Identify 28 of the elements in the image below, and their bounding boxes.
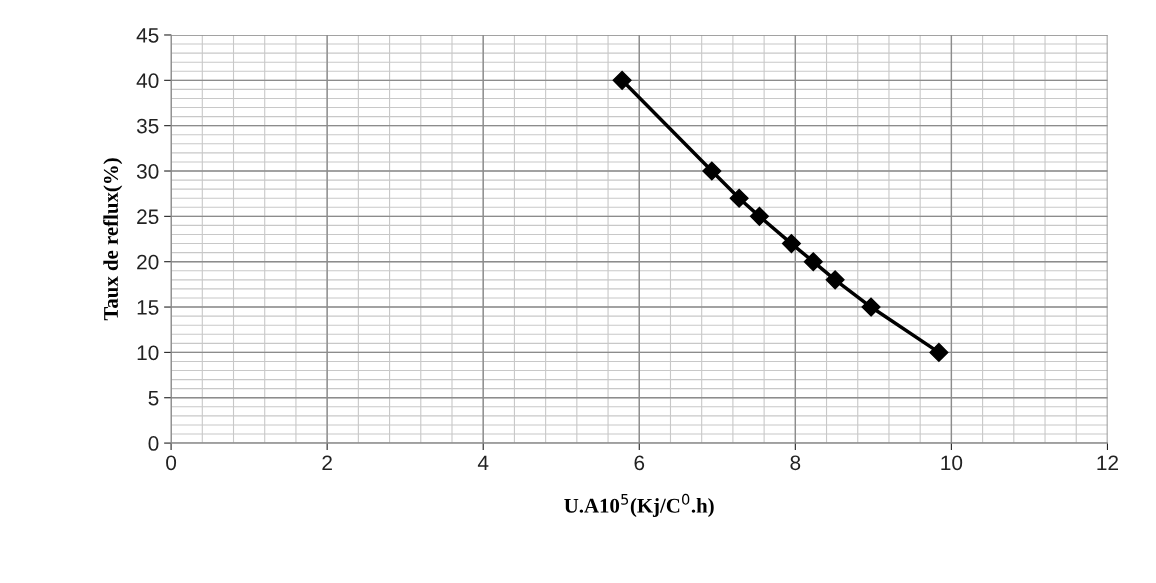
- point: [781, 234, 801, 254]
- x-tick-label: 2: [322, 455, 332, 470]
- point: [749, 206, 769, 226]
- point: [861, 297, 881, 317]
- point: [929, 342, 949, 362]
- x-tick-label: 8: [790, 455, 801, 471]
- y-tick-label: 10: [137, 345, 159, 361]
- x-tick-label: 4: [477, 455, 489, 470]
- point: [702, 161, 722, 181]
- y-axis-title: Taux de reflux(%): [103, 158, 123, 321]
- point: [803, 252, 823, 272]
- x-tick-label: 0: [166, 455, 177, 471]
- y-tick-label: 5: [148, 390, 159, 406]
- y-tick-label: 0: [148, 436, 159, 451]
- point: [825, 270, 845, 290]
- y-tick-label: 45: [136, 28, 159, 43]
- y-tick-label: 20: [137, 254, 159, 270]
- x-tick-label: 12: [1097, 455, 1118, 470]
- point: [729, 188, 749, 208]
- y-tick-label: 35: [136, 118, 159, 134]
- x-tick-label: 6: [634, 455, 645, 471]
- x-tick-label: 10: [941, 455, 963, 471]
- y-tick-label: 40: [136, 73, 159, 89]
- y-tick-label: 15: [137, 300, 159, 315]
- x-axis-title: U.A10$^{5}$(Kj/C$^{0}$.h): [564, 493, 714, 517]
- y-tick-label: 30: [136, 164, 159, 179]
- point: [612, 70, 632, 90]
- y-tick-label: 25: [137, 209, 159, 225]
